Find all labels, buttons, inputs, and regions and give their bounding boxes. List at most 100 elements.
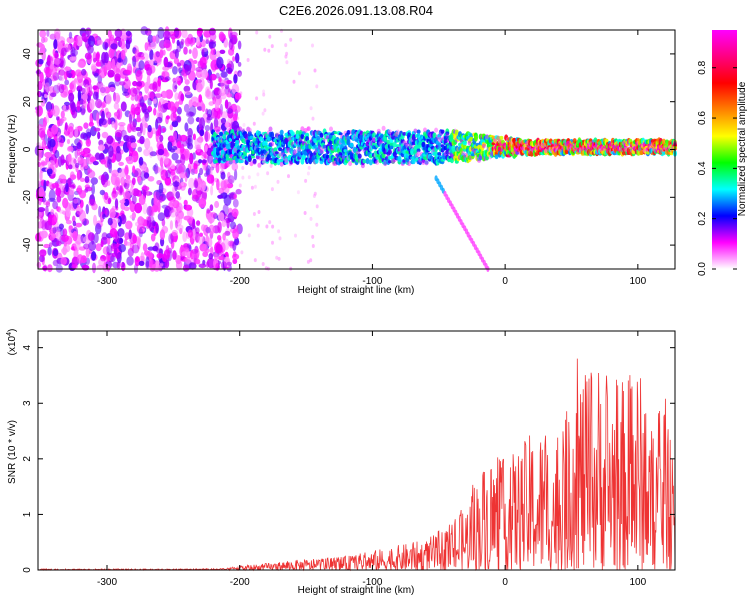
spectrogram-cell: [216, 178, 220, 191]
spectrogram-cell: [153, 163, 159, 175]
spectrogram-cell: [62, 228, 68, 237]
spectrogram-cell: [218, 212, 225, 221]
spectrogram-cell: [255, 155, 260, 161]
y-tick-label: -20: [22, 190, 33, 205]
spectrogram-cell: [252, 159, 257, 165]
spectrogram-cell: [168, 196, 176, 202]
spectrogram-cell: [256, 172, 260, 177]
spectrogram-cell: [114, 129, 123, 138]
snr-panel: -300 -200 -100 0 100 0 1 2 3 4 Height of straigh…: [6, 329, 676, 596]
spectrogram-cell: [40, 99, 46, 107]
spectrogram-cell: [234, 169, 238, 181]
spectrogram-cell: [236, 145, 241, 151]
spectrogram-cell: [92, 262, 96, 274]
spectrogram-cell: [61, 234, 69, 242]
spectrogram-cell: [220, 261, 227, 270]
spectrogram-cell: [46, 29, 50, 37]
spectrogram-cell: [94, 72, 99, 78]
spectrogram-cell: [168, 233, 174, 245]
spectrogram-cell: [290, 131, 295, 137]
spectrogram-cell: [228, 48, 235, 56]
spectrogram-cell: [185, 256, 191, 264]
spectrogram-cell: [132, 80, 138, 87]
spectrogram-cell: [213, 117, 219, 129]
spectrogram-cell: [48, 242, 53, 248]
spectrogram-cell: [46, 168, 53, 175]
spectrogram-cell: [126, 155, 134, 165]
spectrogram-cell: [303, 128, 308, 133]
spectrogram-cell: [170, 163, 175, 170]
spectrogram-cell: [241, 166, 245, 170]
spectrogram-cell: [266, 153, 271, 161]
spectrogram-cell: [162, 127, 166, 133]
spectrogram-cell: [215, 262, 220, 272]
spectrogram-cell: [107, 117, 112, 125]
spectrogram-cell: [155, 51, 160, 58]
spectrogram-cell: [201, 49, 205, 57]
spectrogram-cell: [170, 112, 178, 122]
y-tick-label: 20: [22, 96, 33, 108]
spectrogram-cell: [88, 83, 93, 93]
spectrogram-cell: [157, 27, 165, 39]
spectrogram-cell: [485, 134, 490, 140]
spectrogram-cell: [38, 198, 42, 206]
spectrogram-cell: [106, 180, 111, 187]
spectrogram-cell: [202, 181, 206, 191]
spectrogram-cell: [105, 111, 112, 119]
spectrogram-cell: [411, 157, 416, 165]
spectrogram-cell: [397, 155, 402, 163]
spectrogram-cell: [126, 256, 134, 266]
spectrogram-cell: [214, 159, 219, 164]
spectrogram-cell: [194, 138, 202, 148]
spectrogram-cell: [227, 175, 235, 184]
spectrogram-cell: [37, 207, 46, 213]
snr-x-ticks: -300 -200 -100 0 100: [97, 331, 647, 588]
spectrogram-cell: [226, 261, 232, 266]
spectrogram-cell: [169, 220, 173, 230]
spectrogram-cell: [300, 126, 305, 132]
spectrogram-cell: [172, 81, 178, 93]
spectrogram-cell: [270, 187, 274, 192]
spectrogram-cell: [171, 120, 179, 128]
spectrogram-cell: [36, 261, 42, 269]
spectrogram-cell: [219, 103, 223, 115]
spectrogram-cell: [231, 36, 237, 45]
spectrogram-cell: [165, 169, 172, 179]
spectrogram-cell: [389, 145, 394, 150]
spectrogram-cell: [454, 129, 459, 136]
figure-title: C2E6.2026.091.13.08.R04: [279, 3, 433, 18]
spectrogram-cell: [128, 114, 133, 124]
spectrogram-cell: [343, 149, 348, 153]
y-tick-label: 2: [22, 456, 33, 462]
spectrogram-cell: [179, 227, 183, 235]
spectrogram-cell: [53, 58, 61, 65]
spectrogram-cell: [198, 197, 207, 209]
spectrogram-cell: [60, 154, 65, 166]
spectrogram-cell: [136, 81, 143, 87]
spectrogram-cell: [383, 161, 388, 167]
spectrogram-cell: [285, 60, 289, 65]
spectrogram-cell: [208, 253, 214, 260]
spectrogram-cell: [90, 177, 99, 185]
spectrogram-cell: [95, 52, 100, 62]
spectrogram-cell: [125, 30, 132, 37]
spectrogram-cell: [481, 143, 486, 149]
spectrogram-cell: [285, 51, 289, 56]
spectrogram-cell: [349, 142, 354, 148]
spectrogram-cell: [199, 232, 204, 237]
spectrogram-cell: [252, 212, 256, 216]
spectrogram-cell: [50, 108, 56, 116]
x-tick-label: -100: [362, 276, 382, 287]
spectrogram-cell: [194, 169, 198, 175]
spectrogram-cell: [279, 161, 284, 167]
spectrogram-cell: [174, 92, 179, 101]
spectrogram-cell: [104, 192, 109, 200]
spectrogram-cell: [413, 128, 418, 134]
spectrogram-cell: [192, 47, 198, 59]
spectrogram-cell: [195, 227, 200, 235]
spectrogram-y-ticks: -40 -20 0 20 40: [22, 48, 675, 252]
spectrogram-cell: [114, 73, 121, 82]
spectrogram-cell: [231, 208, 239, 218]
spectrogram-cell: [226, 93, 233, 98]
spectrogram-cell: [136, 131, 142, 137]
